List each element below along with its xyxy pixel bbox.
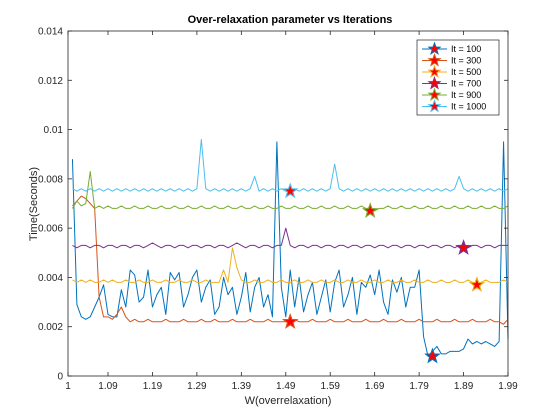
legend-entry: It = 700	[451, 79, 481, 89]
legend-entry: It = 500	[451, 67, 481, 77]
y-tick-label: 0	[57, 372, 63, 383]
y-tick-label: 0.012	[38, 76, 63, 87]
x-tick-label: 1	[65, 381, 71, 392]
series-marker-3	[468, 276, 486, 292]
y-tick-label: 0.014	[38, 27, 63, 38]
y-axis-label: Time(Seconds)	[28, 167, 40, 241]
legend-entry: It = 100	[451, 44, 481, 54]
series-marker-4	[455, 239, 472, 255]
x-tick-label: 1.19	[143, 381, 163, 392]
legend-swatch-marker	[427, 64, 442, 79]
legend-swatch-marker	[427, 87, 442, 102]
x-tick-label: 1.79	[409, 381, 429, 392]
y-tick-label: 0.006	[38, 224, 63, 235]
x-tick-label: 1.99	[498, 381, 518, 392]
legend-swatch-marker	[427, 41, 442, 56]
y-axis: 0 0.002 0.004 0.006 0.008 0.01 0.012 0.014	[38, 27, 508, 383]
x-tick-label: 1.09	[98, 381, 118, 392]
legend-entry: It = 900	[451, 90, 481, 100]
y-tick-label: 0.004	[38, 273, 63, 284]
x-tick-label: 1.69	[365, 381, 385, 392]
x-tick-label: 1.89	[454, 381, 474, 392]
series-line-5	[72, 170, 509, 212]
legend-swatch-marker	[427, 53, 442, 67]
series-marker-2	[281, 313, 299, 329]
x-tick-label: 1.59	[320, 381, 340, 392]
y-tick-label: 0.01	[44, 125, 64, 136]
series-marker-6	[281, 182, 299, 199]
x-tick-label: 1.39	[232, 381, 252, 392]
legend-entry: It = 1000	[451, 102, 486, 112]
series-line-1	[71, 141, 509, 357]
chart-title: Over-relaxation parameter vs Iterations	[188, 14, 393, 26]
series-marker-5	[361, 202, 379, 218]
y-tick-label: 0.002	[38, 322, 63, 333]
x-axis-label: W(overrelaxation)	[245, 395, 332, 407]
legend-swatch-marker	[427, 76, 442, 90]
y-tick-label: 0.008	[38, 174, 63, 185]
x-tick-label: 1.49	[276, 381, 296, 392]
x-axis: 1 1.09 1.19 1.29 1.39 1.49 1.59 1.69 1.79 1.89 1.9…	[65, 31, 518, 392]
series-line-4	[72, 227, 508, 249]
x-tick-label: 1.29	[187, 381, 207, 392]
legend-entry: It = 300	[451, 56, 481, 66]
series-line-3	[72, 247, 509, 286]
marker-layer	[281, 182, 486, 364]
legend-swatch-marker	[427, 99, 442, 113]
plot-frame	[67, 30, 509, 377]
series-marker-1	[424, 347, 441, 364]
